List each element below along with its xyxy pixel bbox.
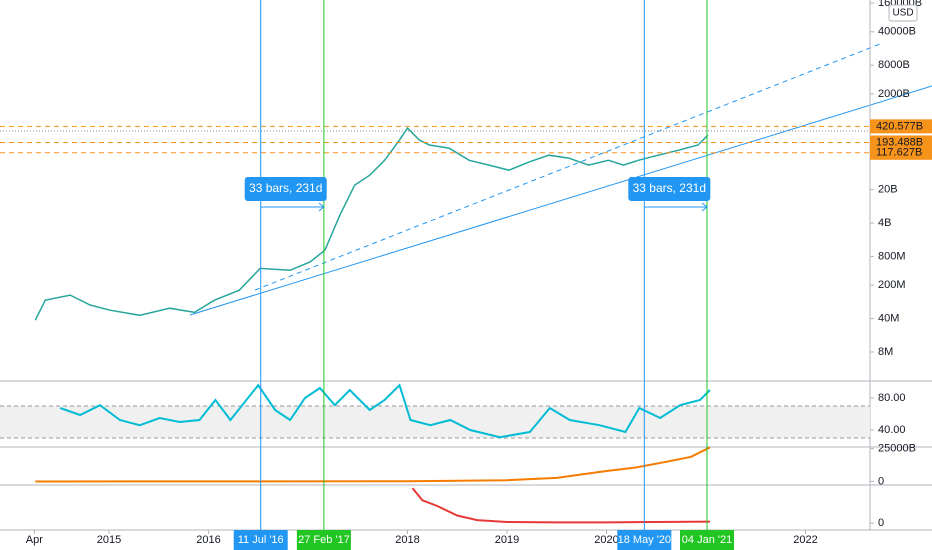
y-tick-label: 160000B	[878, 0, 922, 9]
currency-label: USD	[892, 8, 913, 19]
series-line	[59, 383, 711, 439]
price-level-label: 193.488B	[876, 136, 923, 148]
trend-line-dashed	[254, 43, 881, 291]
date-marker-label: 27 Feb '17	[298, 534, 350, 546]
date-marker-label: 18 May '20	[618, 534, 671, 546]
series-line	[35, 446, 711, 483]
y-tick-label: 0	[878, 475, 884, 487]
x-tick-label: 2018	[395, 534, 419, 546]
x-tick-label: 2022	[793, 534, 817, 546]
y-tick-label: 20B	[878, 183, 898, 195]
currency-box	[888, 4, 918, 22]
date-marker-label: 11 Jul '16	[238, 534, 284, 546]
y-tick-label: 800M	[878, 250, 906, 262]
y-tick-label: 2000B	[878, 88, 910, 100]
range-label: 33 bars, 231d	[249, 181, 322, 195]
x-tick-label: 2015	[97, 534, 121, 546]
range-arrow-head	[318, 202, 325, 212]
y-tick-label: 40M	[878, 313, 899, 325]
date-marker-label: 04 Jan '21	[682, 534, 732, 546]
range-box	[628, 177, 711, 201]
y-tick-label: 0	[878, 517, 884, 529]
range-label: 33 bars, 231d	[633, 181, 706, 195]
price-level-box	[870, 119, 932, 134]
trend-line	[189, 85, 932, 316]
y-tick-label: 40000B	[878, 26, 916, 38]
y-tick-label: 8M	[878, 346, 893, 358]
y-tick-label: 4B	[878, 217, 891, 229]
rsi-band	[0, 406, 870, 438]
date-marker-box	[617, 530, 672, 550]
x-tick-label: 2019	[495, 534, 519, 546]
range-arrow-head	[701, 202, 708, 212]
y-tick-label: 25000B	[878, 443, 916, 455]
date-marker-box	[680, 530, 735, 550]
y-tick-label: 80.00	[878, 392, 906, 404]
x-tick-label: 2020	[594, 534, 618, 546]
x-tick-label: Apr	[26, 534, 43, 546]
price-level-box	[870, 145, 932, 160]
date-marker-box	[233, 530, 288, 550]
y-tick-label: 8000B	[878, 59, 910, 71]
series-line	[34, 126, 709, 321]
price-level-label: 117.627B	[876, 147, 922, 159]
x-tick-label: 2016	[196, 534, 220, 546]
y-tick-label: 40.00	[878, 424, 906, 436]
series-line	[411, 487, 711, 524]
y-tick-label: 200M	[878, 279, 906, 291]
range-box	[244, 177, 327, 201]
date-marker-box	[296, 530, 351, 550]
price-level-label: 420.577B	[876, 120, 923, 132]
